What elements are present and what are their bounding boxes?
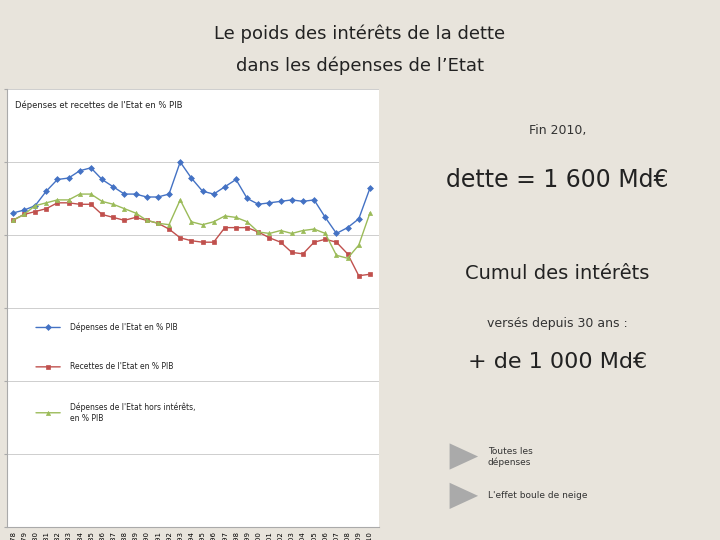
- Text: + de 1 000 Md€: + de 1 000 Md€: [468, 352, 647, 372]
- Text: Le poids des intérêts de la dette: Le poids des intérêts de la dette: [215, 24, 505, 43]
- Text: dette = 1 600 Md€: dette = 1 600 Md€: [446, 168, 669, 192]
- Text: L'effet boule de neige: L'effet boule de neige: [487, 491, 587, 501]
- Polygon shape: [449, 483, 478, 509]
- Text: Dépenses de l'Etat en % PIB: Dépenses de l'Etat en % PIB: [71, 323, 178, 332]
- Text: Cumul des intérêts: Cumul des intérêts: [465, 264, 649, 283]
- Text: Toutes les
dépenses: Toutes les dépenses: [487, 447, 532, 467]
- Text: Dépenses de l'Etat hors intérêts,
en % PIB: Dépenses de l'Etat hors intérêts, en % P…: [71, 403, 196, 423]
- Text: dans les dépenses de l’Etat: dans les dépenses de l’Etat: [236, 57, 484, 75]
- Text: Dépenses et recettes de l'Etat en % PIB: Dépenses et recettes de l'Etat en % PIB: [14, 100, 182, 110]
- Text: Fin 2010,: Fin 2010,: [528, 124, 586, 137]
- Text: versés depuis 30 ans :: versés depuis 30 ans :: [487, 316, 628, 329]
- Text: Recettes de l'Etat en % PIB: Recettes de l'Etat en % PIB: [71, 362, 174, 372]
- Polygon shape: [449, 443, 478, 470]
